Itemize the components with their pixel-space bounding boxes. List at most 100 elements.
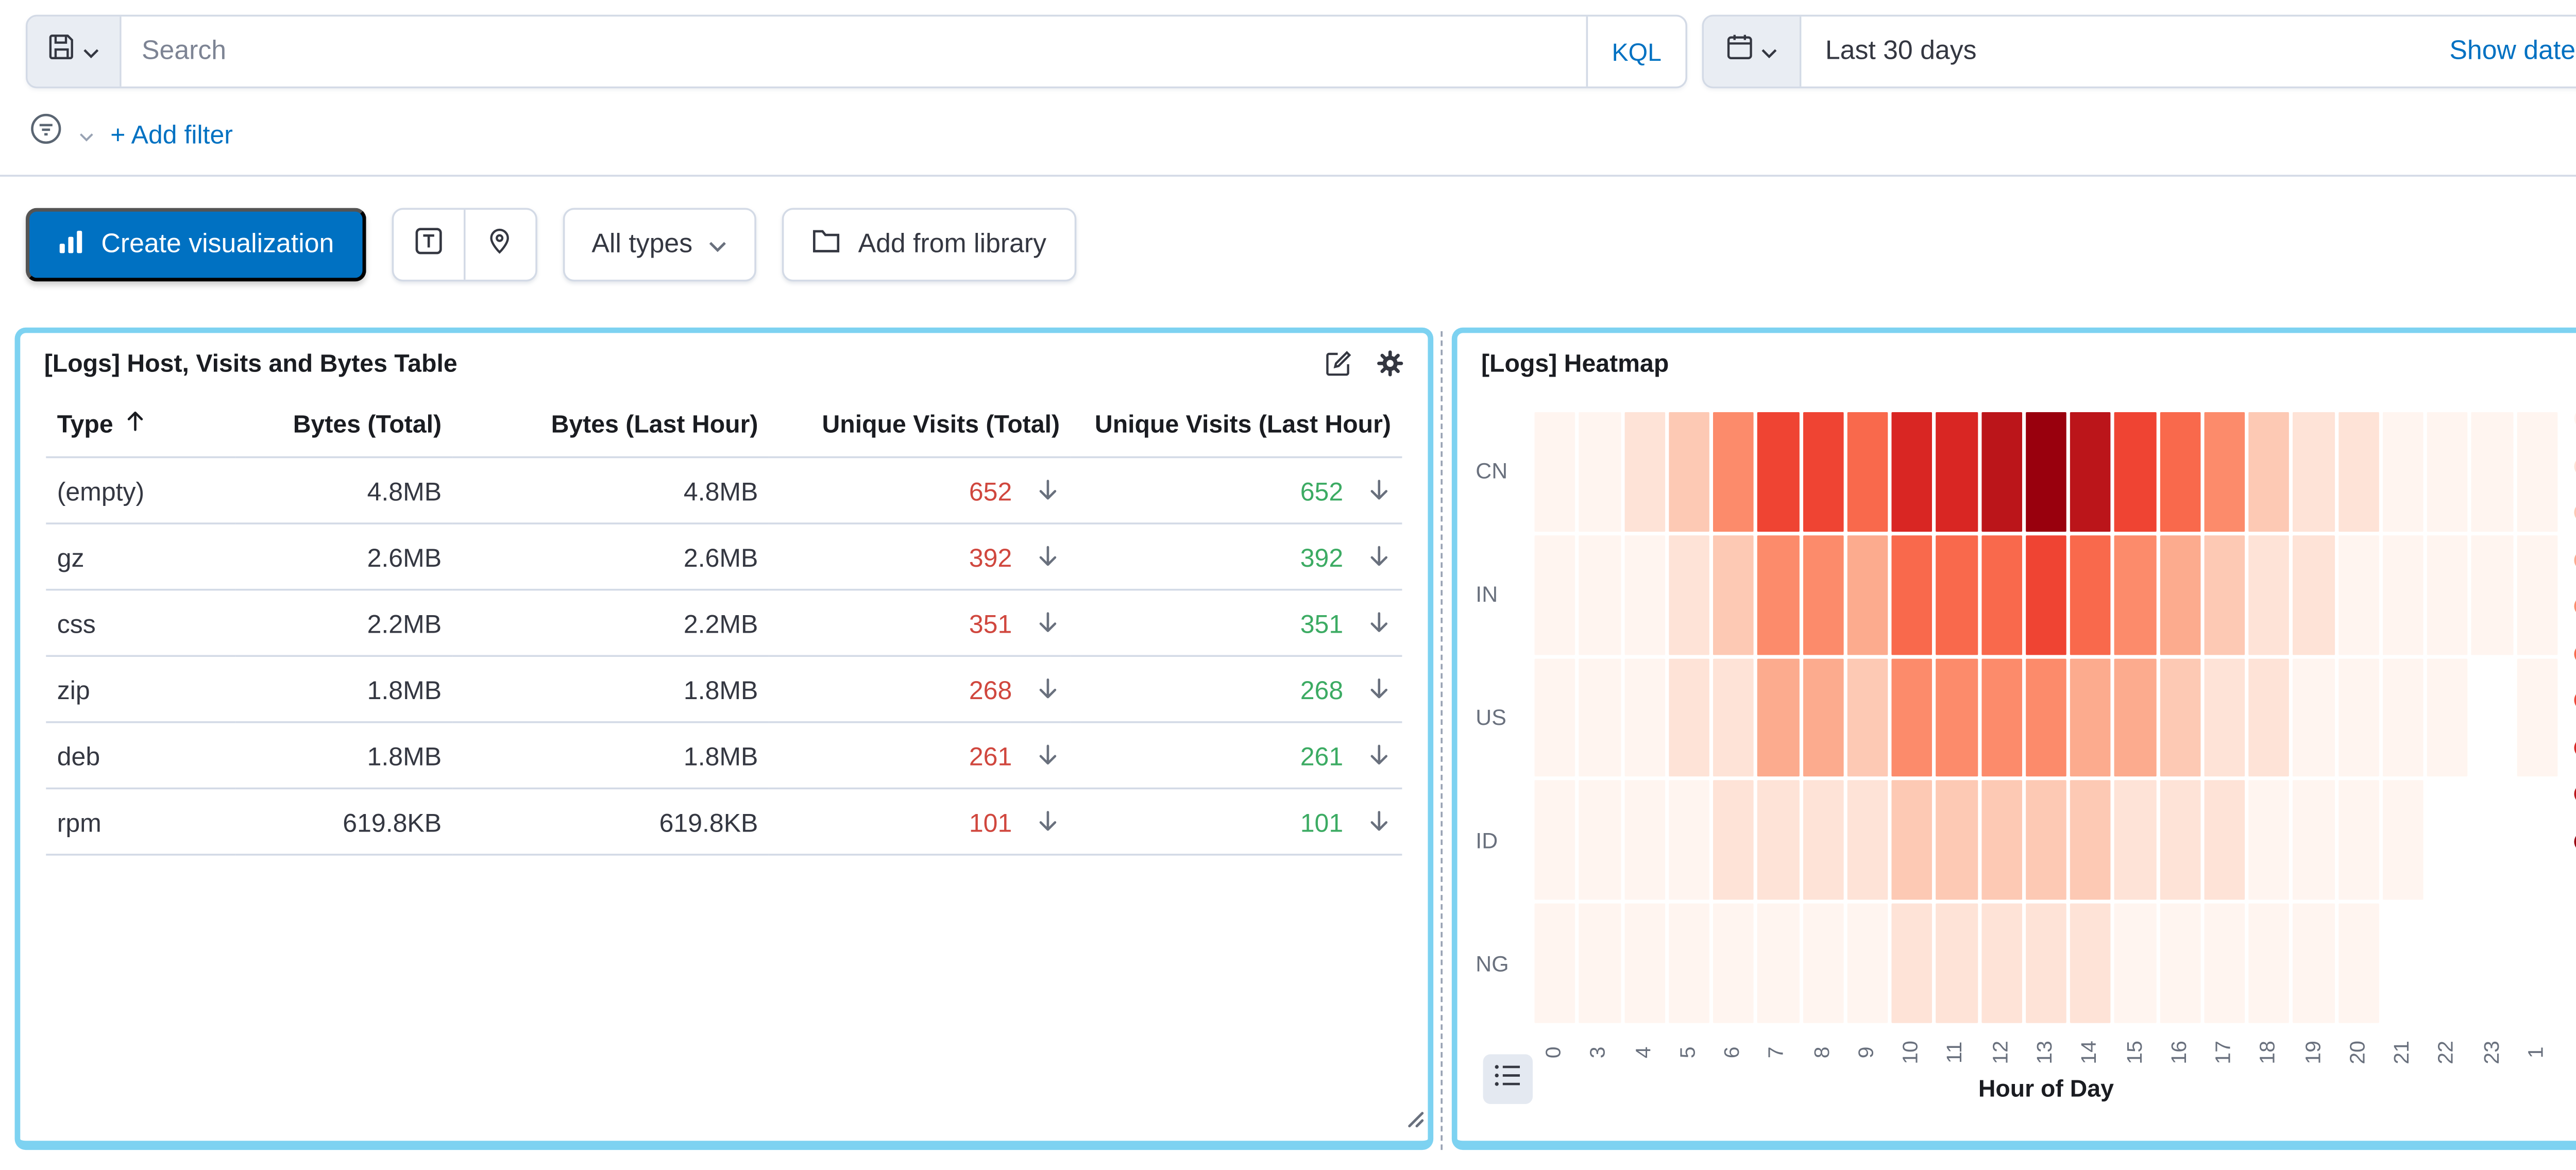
show-dates-link[interactable]: Show dates bbox=[2449, 37, 2576, 66]
heatmap-cell[interactable] bbox=[1534, 904, 1576, 1023]
heatmap-cell[interactable] bbox=[2159, 535, 2201, 654]
column-header-bytes-last-hour[interactable]: Bytes (Last Hour) bbox=[452, 392, 769, 459]
heatmap-cell[interactable] bbox=[2070, 535, 2111, 654]
heatmap-cell[interactable] bbox=[2293, 781, 2334, 901]
kql-language-button[interactable]: KQL bbox=[1586, 16, 1686, 87]
arrow-down-icon[interactable] bbox=[1036, 545, 1060, 568]
heatmap-cell[interactable] bbox=[1668, 658, 1709, 777]
heatmap-cell[interactable] bbox=[1623, 412, 1665, 532]
heatmap-cell[interactable] bbox=[1623, 535, 1665, 654]
heatmap-cell[interactable] bbox=[1936, 412, 1977, 532]
arrow-down-icon[interactable] bbox=[1036, 677, 1060, 701]
edit-panel-icon[interactable] bbox=[1325, 350, 1352, 378]
heatmap-cell[interactable] bbox=[1757, 781, 1799, 901]
heatmap-cell[interactable] bbox=[2248, 904, 2290, 1023]
legend-toggle-button[interactable] bbox=[1483, 1054, 1533, 1104]
arrow-down-icon[interactable] bbox=[1036, 809, 1060, 833]
heatmap-cell[interactable] bbox=[1891, 781, 1933, 901]
add-text-button[interactable] bbox=[393, 210, 463, 280]
panel-resize-handle[interactable] bbox=[1402, 1104, 1424, 1137]
heatmap-cell[interactable] bbox=[2025, 535, 2067, 654]
heatmap-cell[interactable] bbox=[2472, 535, 2513, 654]
all-types-select[interactable]: All types bbox=[562, 208, 757, 282]
time-range-value[interactable]: Last 30 days bbox=[1825, 37, 1977, 66]
heatmap-cell[interactable] bbox=[2338, 781, 2379, 901]
heatmap-cell[interactable] bbox=[2427, 535, 2468, 654]
arrow-down-icon[interactable] bbox=[1367, 809, 1391, 833]
heatmap-cell[interactable] bbox=[2114, 535, 2156, 654]
heatmap-cell[interactable] bbox=[2114, 904, 2156, 1023]
heatmap-cell[interactable] bbox=[2382, 658, 2424, 777]
heatmap-cell[interactable] bbox=[1757, 904, 1799, 1023]
heatmap-cell[interactable] bbox=[1713, 904, 1754, 1023]
arrow-down-icon[interactable] bbox=[1036, 743, 1060, 767]
heatmap-cell[interactable] bbox=[1713, 658, 1754, 777]
legend-item[interactable]: 36 - 42 bbox=[2574, 686, 2576, 714]
heatmap-cell[interactable] bbox=[2025, 412, 2067, 532]
column-header-unique-visits-total[interactable]: Unique Visits (Total) bbox=[769, 392, 1071, 459]
heatmap-cell[interactable] bbox=[2382, 535, 2424, 654]
heatmap-cell[interactable] bbox=[1623, 904, 1665, 1023]
heatmap-cell[interactable] bbox=[2382, 781, 2424, 901]
date-quick-select-button[interactable] bbox=[1704, 16, 1802, 87]
heatmap-cell[interactable] bbox=[2159, 904, 2201, 1023]
heatmap-cell[interactable] bbox=[2025, 781, 2067, 901]
heatmap-cell[interactable] bbox=[2516, 535, 2558, 654]
heatmap-cell[interactable] bbox=[2204, 781, 2245, 901]
heatmap-cell[interactable] bbox=[1534, 781, 1576, 901]
arrow-down-icon[interactable] bbox=[1036, 479, 1060, 502]
column-header-type[interactable]: Type bbox=[46, 392, 236, 459]
heatmap-cell[interactable] bbox=[2070, 412, 2111, 532]
heatmap-cell[interactable] bbox=[1713, 781, 1754, 901]
filter-menu-icon[interactable] bbox=[29, 112, 62, 155]
heatmap-cell[interactable] bbox=[2114, 412, 2156, 532]
heatmap-cell[interactable] bbox=[2248, 535, 2290, 654]
column-header-bytes-total[interactable]: Bytes (Total) bbox=[235, 392, 453, 459]
arrow-down-icon[interactable] bbox=[1367, 611, 1391, 635]
heatmap-cell[interactable] bbox=[1623, 781, 1665, 901]
heatmap-cell[interactable] bbox=[1668, 535, 1709, 654]
heatmap-cell[interactable] bbox=[1802, 904, 1843, 1023]
heatmap-cell[interactable] bbox=[2070, 781, 2111, 901]
arrow-down-icon[interactable] bbox=[1036, 611, 1060, 635]
heatmap-cell[interactable] bbox=[1757, 412, 1799, 532]
panel-header[interactable]: [Logs] Heatmap bbox=[1458, 333, 2576, 384]
heatmap-cell[interactable] bbox=[1847, 904, 1888, 1023]
heatmap-cell[interactable] bbox=[2159, 658, 2201, 777]
heatmap-cell[interactable] bbox=[1847, 412, 1888, 532]
heatmap-cell[interactable] bbox=[2159, 412, 2201, 532]
heatmap-cell[interactable] bbox=[2338, 412, 2379, 532]
heatmap-cell[interactable] bbox=[1802, 535, 1843, 654]
heatmap-cell[interactable] bbox=[1980, 658, 2022, 777]
legend-item[interactable]: 30 - 36 bbox=[2574, 639, 2576, 667]
heatmap-cell[interactable] bbox=[2293, 412, 2334, 532]
heatmap-cell[interactable] bbox=[1891, 658, 1933, 777]
heatmap-cell[interactable] bbox=[2070, 658, 2111, 777]
create-visualization-button[interactable]: Create visualization bbox=[26, 208, 366, 282]
heatmap-cell[interactable] bbox=[2114, 658, 2156, 777]
heatmap-cell[interactable] bbox=[1847, 658, 1888, 777]
arrow-down-icon[interactable] bbox=[1367, 545, 1391, 568]
add-from-library-button[interactable]: Add from library bbox=[783, 208, 1076, 282]
heatmap-cell[interactable] bbox=[1936, 781, 1977, 901]
heatmap-cell[interactable] bbox=[1757, 658, 1799, 777]
heatmap-cell[interactable] bbox=[1980, 904, 2022, 1023]
legend-item[interactable]: 0 - 6 bbox=[2574, 405, 2576, 433]
heatmap-cell[interactable] bbox=[1757, 535, 1799, 654]
legend-item[interactable]: 24 - 30 bbox=[2574, 592, 2576, 620]
heatmap-cell[interactable] bbox=[2204, 535, 2245, 654]
search-input[interactable] bbox=[121, 37, 1586, 66]
heatmap-cell[interactable] bbox=[1802, 412, 1843, 532]
gear-icon[interactable] bbox=[1376, 350, 1404, 378]
heatmap-cell[interactable] bbox=[2025, 658, 2067, 777]
heatmap-cell[interactable] bbox=[1668, 904, 1709, 1023]
heatmap-cell[interactable] bbox=[2338, 904, 2379, 1023]
heatmap-cell[interactable] bbox=[1980, 781, 2022, 901]
heatmap-cell[interactable] bbox=[2293, 904, 2334, 1023]
heatmap-cell[interactable] bbox=[1936, 535, 1977, 654]
heatmap-cell[interactable] bbox=[1579, 781, 1620, 901]
legend-item[interactable]: 48 - 54 bbox=[2574, 780, 2576, 808]
heatmap-cell[interactable] bbox=[1668, 412, 1709, 532]
column-header-unique-visits-last-hour[interactable]: Unique Visits (Last Hour) bbox=[1071, 392, 1402, 459]
heatmap-cell[interactable] bbox=[2293, 535, 2334, 654]
